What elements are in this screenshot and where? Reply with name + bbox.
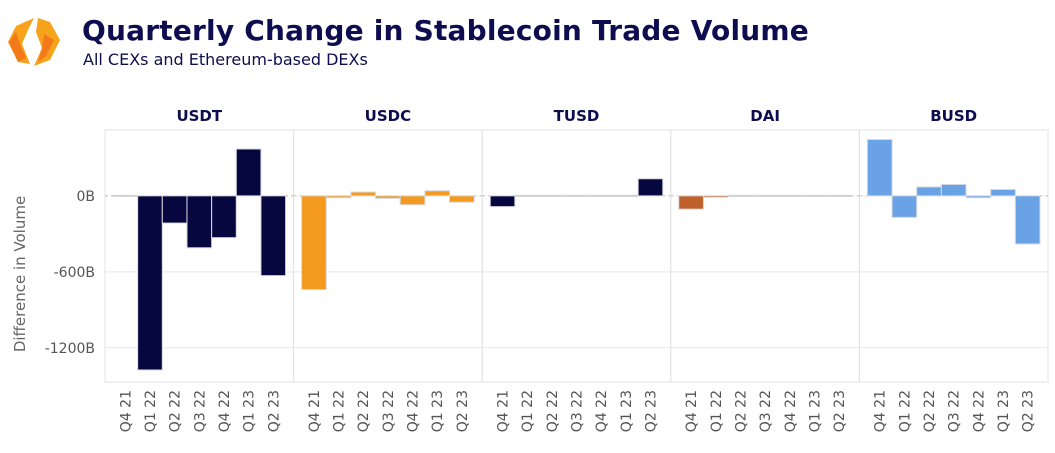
bar — [564, 194, 589, 197]
x-tick-label: Q4 22 — [783, 390, 799, 432]
bar — [514, 194, 540, 197]
facet-title: USDC — [365, 107, 411, 125]
bar — [588, 194, 614, 197]
x-tick-label: Q4 21 — [873, 390, 889, 432]
bar — [137, 195, 163, 371]
logo-right-bracket-shade — [38, 34, 54, 62]
x-tick-label: Q4 22 — [594, 390, 610, 432]
bar — [637, 178, 664, 197]
facet-panel — [858, 129, 1049, 383]
bar — [325, 195, 352, 199]
facet-title: BUSD — [930, 107, 977, 125]
bar — [613, 194, 639, 197]
x-tick-label: Q2 22 — [922, 390, 938, 432]
bar — [424, 190, 451, 197]
x-tick-label: Q2 23 — [1021, 390, 1037, 432]
bar — [990, 189, 1016, 197]
x-tick-label: Q4 22 — [217, 390, 233, 432]
x-tick-label: Q1 22 — [143, 390, 159, 432]
facet-busd: BUSD Q4 21 Q1 22 Q2 22 Q3 22 Q4 22 Q1 23 Q2 23 — [858, 107, 1049, 432]
bar — [260, 195, 287, 277]
bar — [301, 195, 327, 291]
bar — [350, 191, 377, 197]
facet-tusd: TUSD Q4 21 Q1 22 Q2 22 Q3 22 Q4 22 Q1 23 Q2 23 — [481, 107, 672, 432]
y-tick-label: -1200B — [45, 341, 95, 357]
bar — [449, 195, 475, 203]
bar — [161, 195, 188, 224]
grid-layer — [105, 271, 1048, 349]
bar — [965, 195, 992, 199]
bar — [211, 195, 237, 239]
x-tick-label: Q2 23 — [832, 390, 848, 432]
facet-title: DAI — [750, 107, 780, 125]
axis-layer: 0B -600B -1200B Difference in Volume — [11, 189, 95, 357]
bar — [1014, 195, 1041, 245]
x-tick-label: Q1 23 — [996, 390, 1012, 432]
x-tick-label: Q1 23 — [619, 390, 635, 432]
x-tick-label: Q1 22 — [709, 390, 725, 432]
x-tick-label: Q2 23 — [266, 390, 282, 432]
x-tick-label: Q3 22 — [381, 390, 397, 432]
y-axis-title: Difference in Volume — [11, 196, 29, 352]
x-tick-label: Q1 22 — [520, 390, 536, 432]
bar — [891, 195, 918, 218]
x-tick-label: Q1 23 — [430, 390, 446, 432]
bar — [702, 195, 729, 198]
x-tick-label: Q2 22 — [545, 390, 561, 432]
x-tick-label: Q4 21 — [496, 390, 512, 432]
bar — [678, 195, 704, 210]
x-tick-label: Q1 23 — [807, 390, 823, 432]
x-tick-label: Q1 22 — [897, 390, 913, 432]
bar — [539, 194, 565, 197]
facet-title: USDT — [176, 107, 222, 125]
bar — [940, 183, 967, 197]
bar — [375, 195, 401, 199]
facet-dai: DAI Q4 21 Q1 22 Q2 22 Q3 22 Q4 22 Q1 23 Q2 23 — [670, 107, 860, 432]
x-tick-label: Q2 22 — [356, 390, 372, 432]
bar — [186, 195, 213, 249]
logo-left-bracket-shade — [9, 32, 26, 62]
facet-title: TUSD — [554, 107, 600, 125]
facet-panel — [481, 129, 672, 383]
x-tick-label: Q2 23 — [455, 390, 471, 432]
bar — [399, 195, 426, 206]
x-tick-label: Q3 22 — [192, 390, 208, 432]
x-tick-label: Q3 22 — [758, 390, 774, 432]
x-tick-label: Q1 23 — [242, 390, 258, 432]
x-tick-label: Q4 21 — [118, 390, 134, 432]
x-tick-label: Q1 22 — [332, 390, 348, 432]
bar — [916, 186, 942, 197]
bar — [777, 194, 803, 197]
bar — [866, 138, 893, 197]
x-tick-label: Q2 23 — [643, 390, 659, 432]
facet-usdc: USDC Q4 21 Q1 22 Q2 22 Q3 22 Q4 22 Q1 23 Q2 23 — [293, 107, 483, 432]
y-tick-label: 0B — [76, 189, 95, 205]
x-tick-label: Q4 22 — [406, 390, 422, 432]
x-tick-label: Q4 21 — [307, 390, 323, 432]
x-tick-label: Q4 22 — [971, 390, 987, 432]
bar — [489, 195, 516, 208]
x-tick-label: Q3 22 — [570, 390, 586, 432]
bar — [752, 194, 778, 197]
facet-usdt: USDT Q4 21 Q1 22 Q2 22 Q3 22 Q4 22 Q1 23 Q2 23 — [104, 107, 295, 432]
bar — [113, 194, 138, 197]
bar — [728, 194, 753, 197]
x-tick-label: Q3 22 — [947, 390, 963, 432]
facet-panel — [670, 129, 860, 383]
bar — [802, 194, 827, 197]
chart-title: Quarterly Change in Stablecoin Trade Vol… — [82, 14, 809, 47]
brand-logo — [8, 18, 60, 66]
bar — [235, 148, 262, 197]
bar — [826, 194, 852, 197]
x-tick-label: Q4 21 — [684, 390, 700, 432]
x-tick-label: Q2 22 — [733, 390, 749, 432]
y-tick-label: -600B — [54, 265, 95, 281]
chart-subtitle: All CEXs and Ethereum-based DEXs — [83, 50, 368, 69]
x-tick-label: Q2 22 — [168, 390, 184, 432]
